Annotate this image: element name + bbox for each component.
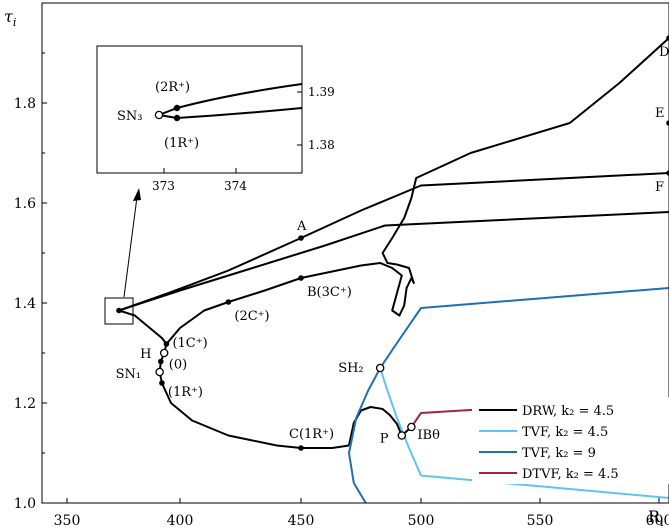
point-label: D [659, 45, 669, 60]
ticks-layer: 350 400 450 500 550 600 1.0 1.2 1.4 1.6 1.8 [14, 52, 669, 529]
zoom-box [104, 297, 134, 325]
x-tick-label: 400 [167, 513, 194, 529]
x-tick-label: 600 [646, 513, 669, 529]
inset-point-1r [173, 114, 181, 122]
points-layer: A B(3C⁺) (2C⁺) (1C⁺) H (0) SN₁ (1R⁺) C(1R⁺) SH₂ P I… [116, 35, 669, 451]
inset-lower-branch [158, 107, 303, 120]
point-marker [159, 380, 165, 386]
point-label: A [296, 219, 307, 234]
x-tick-label: 350 [54, 513, 81, 529]
y-tick-label: 1.4 [14, 296, 36, 312]
inset-label-sn3: SN₃ [117, 109, 143, 124]
y-axis-label: τi [4, 7, 16, 29]
x-tick-label: 500 [408, 513, 435, 529]
point-marker [666, 170, 669, 176]
y-tick-label: 1.6 [14, 196, 36, 212]
point-marker [407, 422, 416, 432]
inset-upper-branch [158, 83, 303, 116]
inset: 373 374 1.39 1.38 (2R⁺) (1R⁺) SN₃ [96, 45, 335, 193]
inset-point-sn3 [154, 110, 164, 120]
point-label: (1C⁺) [172, 336, 207, 351]
point-label: H [140, 347, 151, 362]
x-axis-label: Ri [648, 507, 664, 529]
point-marker [155, 367, 164, 377]
series-line-0-3 [165, 37, 669, 345]
point-marker [157, 358, 164, 365]
point-marker [298, 235, 304, 241]
inset-ytick-label: 1.38 [308, 138, 335, 152]
legend-frame [472, 397, 669, 484]
inset-point-2r [173, 104, 181, 112]
point-label: C(1R⁺) [289, 427, 334, 442]
point-marker [375, 363, 385, 373]
legend-label: TVF, k₂ = 4.5 [522, 425, 608, 440]
inset-frame [96, 45, 303, 174]
legend: DRW, k₂ = 4.5 TVF, k₂ = 4.5 TVF, k₂ = 9 DTV… [472, 397, 669, 484]
point-label: (1R⁺) [168, 385, 203, 400]
series-line-0-0 [118, 172, 669, 312]
point-marker [159, 348, 169, 358]
y-tick-label: 1.2 [14, 396, 36, 412]
point-label: SN₁ [116, 367, 142, 382]
point-label: IBθ [417, 428, 440, 443]
point-marker [163, 341, 170, 347]
point-label: SH₂ [338, 361, 363, 376]
x-tick-label: 450 [288, 513, 315, 529]
legend-label: TVF, k₂ = 9 [522, 446, 596, 461]
y-tick-label: 1.8 [14, 96, 36, 112]
point-marker [298, 275, 304, 281]
point-marker [666, 35, 669, 41]
point-label: (2C⁺) [234, 309, 269, 324]
series-line-0-1 [118, 211, 669, 312]
inset-xtick-label: 374 [224, 179, 247, 193]
x-tick-label: 550 [527, 513, 554, 529]
series-line-2-0 [348, 287, 669, 504]
y-tick-label: 1.0 [14, 496, 36, 512]
point-label: B(3C⁺) [307, 285, 352, 300]
zoom-arrow [123, 196, 138, 298]
point-label: F [655, 180, 664, 195]
legend-label: DTVF, k₂ = 4.5 [522, 467, 619, 482]
point-label: (0) [169, 358, 187, 373]
point-label: P [380, 432, 389, 447]
inset-xtick-label: 373 [152, 179, 175, 193]
point-marker [397, 431, 407, 440]
point-marker [116, 307, 122, 314]
legend-label: DRW, k₂ = 4.5 [522, 404, 614, 419]
inset-ytick-label: 1.39 [308, 85, 335, 99]
inset-label-2r: (2R⁺) [155, 80, 190, 95]
point-marker [298, 445, 304, 451]
point-label: E [655, 106, 665, 121]
zoom-arrow-head [133, 188, 141, 201]
point-marker [666, 120, 669, 126]
inset-label-1r: (1R⁺) [164, 136, 199, 151]
point-marker [225, 299, 232, 305]
